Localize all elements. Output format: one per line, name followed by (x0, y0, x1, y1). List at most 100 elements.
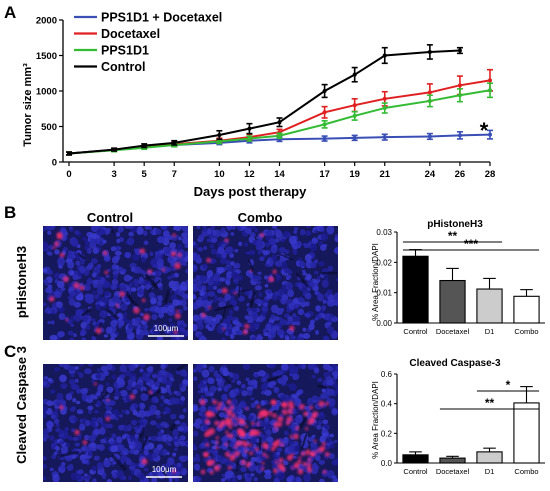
legend-label: Control (101, 60, 145, 74)
data-point (352, 103, 357, 108)
data-point (142, 143, 147, 148)
series-line (68, 79, 491, 155)
data-point (172, 140, 177, 145)
data-point (457, 83, 462, 88)
category-label: D1 (485, 327, 495, 336)
data-point (457, 48, 462, 53)
data-point (247, 126, 252, 131)
data-point (67, 151, 71, 156)
data-point (382, 96, 387, 101)
bar-d1: D1 (476, 447, 503, 476)
micrograph-caspase-combo (193, 364, 338, 482)
data-point (488, 78, 492, 83)
x-tick-label: 26 (455, 169, 466, 180)
y-tick-label: 0.01 (376, 289, 392, 298)
data-point (427, 134, 432, 139)
x-tick-label: 0 (66, 169, 71, 180)
significance-bracket: * (476, 378, 540, 392)
y-tick-label: 0.0 (381, 459, 393, 468)
bar-rect (476, 288, 503, 324)
data-point (217, 139, 222, 144)
data-point (427, 90, 432, 95)
significance-bracket: ** (439, 396, 540, 410)
legend-label: Docetaxel (101, 27, 160, 41)
bar-docetaxel: Docetaxel (436, 267, 470, 336)
column-title-control: Control (87, 210, 133, 225)
x-tick-label: 24 (425, 169, 436, 180)
data-point (352, 72, 357, 77)
series-line (68, 49, 460, 155)
bar-rect (402, 255, 429, 324)
scale-bar-label: 100μm (154, 324, 179, 333)
chart-title: pHistoneH3 (427, 219, 483, 230)
significance-label: * (506, 378, 511, 392)
row-label-cleaved-caspase: Cleaved Caspase 3 (14, 346, 29, 464)
category-label: Control (403, 467, 428, 476)
significance-label: ** (448, 229, 458, 243)
x-tick-label: 10 (214, 169, 225, 180)
significance-bracket: *** (402, 237, 540, 251)
data-point (322, 110, 327, 115)
caspase-bar-chart: Cleaved Caspase-3 % Area Fraction/DAPI 0… (371, 358, 545, 476)
y-axis-label: Tumor size mm³ (22, 63, 34, 147)
phistoneh3-bar-chart: pHistoneH3 % Area Fraction/DAPI 0.00 0.01… (371, 219, 545, 336)
panel-label-b: B (4, 203, 16, 222)
series-control (66, 44, 463, 156)
significance-label: *** (464, 237, 478, 251)
data-point (488, 88, 492, 93)
y-tick-label: 500 (41, 122, 57, 133)
y-tick-label: 0 (52, 158, 57, 169)
scale-bar-top: 100μm (148, 324, 184, 337)
data-point (382, 135, 387, 140)
data-point (382, 53, 387, 58)
category-label: Docetaxel (436, 467, 470, 476)
bar-rect (476, 451, 503, 464)
bar-control: Control (402, 249, 429, 336)
x-tick-label: 14 (274, 169, 285, 180)
bar-rect (513, 402, 540, 464)
chart-title: Cleaved Caspase-3 (409, 358, 501, 369)
x-tick-label: 17 (319, 169, 330, 180)
y-tick-label: 0.6 (381, 370, 393, 379)
row-label-phistoneh3: pHistoneH3 (14, 246, 29, 318)
legend: PPS1D1 + Docetaxel Docetaxel PPS1D1 Control (74, 11, 222, 74)
bar-rect (402, 454, 429, 464)
data-point (457, 133, 462, 138)
bar-rect (439, 457, 466, 464)
legend-label: PPS1D1 + Docetaxel (101, 11, 222, 25)
data-point (352, 113, 357, 118)
data-point (427, 49, 432, 54)
data-point (352, 135, 357, 140)
x-tick-label: 21 (379, 169, 390, 180)
x-tick-label: 19 (349, 169, 360, 180)
scale-bar-bottom: 100μm (146, 465, 182, 478)
legend-item: PPS1D1 (74, 44, 149, 58)
y-axis-label: % Area Fraction/DAPI (371, 381, 380, 459)
legend-item: Control (74, 60, 145, 74)
x-tick-label: 12 (244, 169, 255, 180)
data-point (457, 93, 462, 98)
bar-control: Control (402, 451, 429, 476)
data-point (217, 133, 222, 138)
micrograph-grid: Control Combo pHistoneH3 Cleaved Caspase… (14, 210, 338, 482)
y-tick-label: 0.02 (376, 258, 392, 267)
scale-bar-label: 100μm (152, 465, 177, 474)
significance-bracket: ** (402, 229, 503, 243)
data-point (112, 147, 117, 152)
data-point (488, 132, 492, 137)
x-tick-label: 28 (485, 169, 496, 180)
micrograph-caspase-control (43, 364, 188, 482)
bar-rect (439, 279, 466, 324)
x-tick-label: 7 (172, 169, 177, 180)
legend-item: Docetaxel (74, 27, 160, 41)
tumor-growth-line-chart: Tumor size mm³ Days post therapy 0500100… (22, 11, 495, 200)
x-tick-label: 3 (111, 169, 116, 180)
category-label: Control (403, 327, 428, 336)
micrograph-phistoneh3-control (43, 226, 188, 340)
bar-combo: Combo (513, 386, 540, 476)
category-label: Combo (514, 467, 538, 476)
data-point (322, 136, 327, 141)
legend-label: PPS1D1 (101, 44, 149, 58)
y-tick-label: 0.4 (381, 400, 393, 409)
